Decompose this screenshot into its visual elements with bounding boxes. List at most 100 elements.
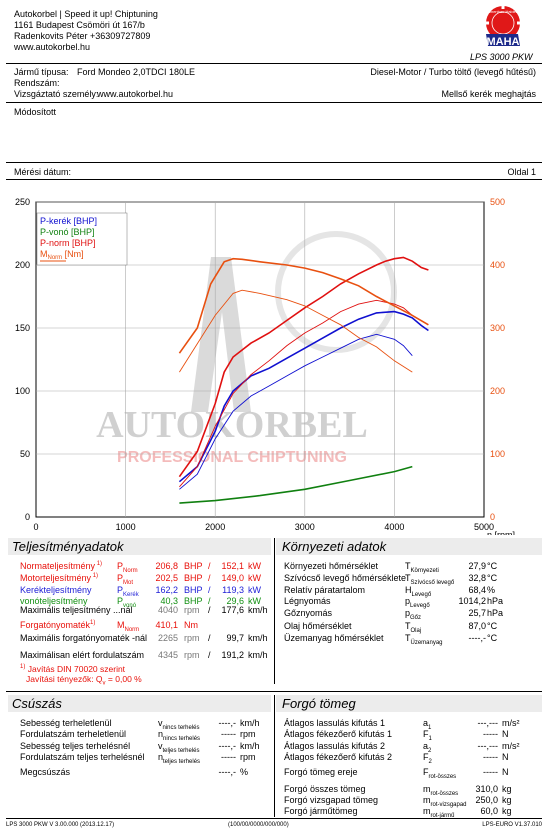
- perf-row-0-symbol: PNorm: [117, 561, 138, 574]
- perf-row-3-slash: /: [208, 596, 211, 606]
- x-tick-label-0: 0: [33, 522, 38, 532]
- perf-row-3-label: vonóteljesítmény: [20, 596, 88, 606]
- inertia-row-4-label: Forgó tömeg ereje: [284, 767, 358, 777]
- perf-row-1-slash: /: [208, 573, 211, 583]
- slip-row-4-unit: %: [240, 767, 249, 777]
- x-tick-label-1: 1000: [116, 522, 136, 532]
- inertia-row-1-value: -----: [483, 729, 498, 739]
- perf-row-1-symbol: PMot: [117, 573, 134, 586]
- max-torque-label: Maximális forgatónyomaték -nál: [20, 633, 148, 643]
- slip-row-1-symbol: nnincs terhelés: [158, 729, 201, 742]
- inertia-row-2-value: ---,---: [477, 741, 498, 751]
- perf-row-3-symbol: Pvonó: [117, 596, 137, 609]
- inertia-row-1-unit: N: [502, 729, 509, 739]
- drive-type: Mellső kerék meghajtás: [441, 89, 536, 99]
- env-row-5-value: 87,0: [468, 621, 486, 631]
- env-row-5-symbol: TOlaj: [405, 621, 422, 634]
- max-power-label: Maximális teljesítmény ...nál: [20, 605, 133, 615]
- perf-row-3-u2: kW: [248, 596, 261, 606]
- slip-row-2-label: Sebesség teljes terhelésnél: [20, 741, 131, 751]
- inertia-row-6-symbol: mrot-vizsgapad: [423, 795, 467, 808]
- env-row-4-value: 25,7: [468, 608, 486, 618]
- series-line-6: [179, 289, 413, 373]
- company-name: Autokorbel | Speed it up! Chiptuning: [14, 9, 158, 19]
- legend-item-1: P-vonó [BHP]: [40, 227, 95, 237]
- perf-row-1-u2: kW: [248, 573, 261, 583]
- environment-header: Környezeti adatok: [276, 538, 542, 555]
- y-left-tick-label-5: 250: [15, 197, 30, 207]
- slip-row-2-value: ----,-: [218, 741, 237, 751]
- vehicle-type-label: Jármű típusa:: [14, 67, 69, 77]
- env-row-0-unit: °C: [487, 561, 498, 571]
- y-left-tick-label-0: 0: [25, 512, 30, 522]
- slip-row-4-value: ----,-: [218, 767, 237, 777]
- svg-text:MAHA: MAHA: [487, 36, 520, 48]
- chart-series: [178, 256, 429, 504]
- inertia-row-7-unit: kg: [502, 806, 512, 816]
- environment-title: Környezeti adatok: [282, 539, 387, 554]
- env-row-6-label: Üzemanyag hőmérséklet: [284, 633, 384, 643]
- max-rpm-rpm: 4345: [157, 650, 178, 660]
- perf-row-0-u2: kW: [248, 561, 261, 571]
- engine-type: Diesel-Motor / Turbo töltő (levegő hűtés…: [370, 67, 536, 77]
- slip-row-1-value: -----: [221, 729, 236, 739]
- max-rpm-label: Maximálisan elért fordulatszám: [20, 650, 145, 660]
- slip-row-1-label: Fordulatszám terheletlenül: [20, 729, 127, 739]
- watermark-gauge: [275, 231, 397, 353]
- slip-row-1-unit: rpm: [240, 729, 256, 739]
- max-torque-rpm-unit: rpm: [184, 633, 200, 643]
- page-number: Oldal 1: [507, 167, 536, 177]
- series-line-5: [178, 257, 429, 354]
- env-row-4-symbol: pGőz: [405, 608, 422, 621]
- max-power-speed-unit: km/h: [248, 605, 268, 615]
- perf-row-1-v2: 149,0: [221, 573, 244, 583]
- footer-right: LPS-EURO V1.37.010: [482, 822, 542, 828]
- inertia-row-4-unit: N: [502, 767, 509, 777]
- slip-row-0-label: Sebesség terheletlenül: [20, 718, 112, 728]
- plate-label: Rendszám:: [14, 78, 60, 88]
- env-row-5-label: Olaj hőmérséklet: [284, 621, 352, 631]
- device-name: LPS 3000 PKW: [470, 52, 533, 62]
- performance-title: Teljesítményadatok: [12, 539, 124, 554]
- inertia-row-2-unit: m/s²: [502, 741, 520, 751]
- footer-center: (100/00/0000/000/000): [228, 822, 289, 828]
- inertia-row-5-value: 310,0: [475, 784, 498, 794]
- svg-text:Maschinenbau Haldenwang: Maschinenbau Haldenwang: [478, 9, 527, 14]
- company-contact: Radenkovits Péter +36309727809: [14, 31, 151, 41]
- y-right-tick-label-1: 100: [490, 449, 505, 459]
- inertia-row-5-unit: kg: [502, 784, 512, 794]
- inertia-row-6-unit: kg: [502, 795, 512, 805]
- inertia-row-0-symbol: a1: [423, 718, 432, 731]
- env-row-0-label: Környezeti hőmérséklet: [284, 561, 379, 571]
- inertia-row-5-label: Forgó összes tömeg: [284, 784, 366, 794]
- env-row-1-unit: °C: [487, 573, 498, 583]
- perf-row-0-v2: 152,1: [221, 561, 244, 571]
- tester-label: Vizsgáztató személy:: [14, 89, 99, 99]
- env-row-2-symbol: HLevegő: [405, 585, 432, 598]
- inertia-row-1-label: Átlagos fékezőerő kifutás 1: [284, 729, 393, 739]
- perf-row-1-label: Motorteljesítmény 1): [20, 573, 99, 583]
- max-torque-speed: 99,7: [226, 633, 244, 643]
- perf-row-0-slash: /: [208, 561, 211, 571]
- inertia-title: Forgó tömeg: [282, 696, 356, 711]
- perf-row-0-v1: 206,8: [155, 561, 178, 571]
- inertia-row-3-symbol: F2: [423, 752, 432, 765]
- inertia-header: Forgó tömeg: [276, 695, 542, 712]
- legend-box: [36, 212, 128, 266]
- inertia-row-3-unit: N: [502, 752, 509, 762]
- torque-value: 410,1: [155, 620, 178, 630]
- maha-logo: MAHA Maschinenbau Haldenwang: [472, 4, 534, 52]
- y-right-tick-label-2: 200: [490, 386, 505, 396]
- y-right-tick-label-4: 400: [490, 260, 505, 270]
- torque-symbol: MNorm: [117, 620, 140, 633]
- env-row-6-unit: °C: [487, 633, 498, 643]
- perf-row-2-u1: BHP: [184, 585, 203, 595]
- env-row-1-symbol: TSzívócső levegő: [405, 573, 455, 586]
- y-left-tick-label-2: 100: [15, 386, 30, 396]
- slip-title: Csúszás: [12, 696, 62, 711]
- inertia-row-3-label: Átlagos fékezőerő kifutás 2: [284, 752, 393, 762]
- slip-row-2-symbol: vteljes terhelés: [158, 741, 200, 754]
- x-tick-label-5: 5000: [474, 522, 494, 532]
- slip-header: Csúszás: [8, 695, 271, 712]
